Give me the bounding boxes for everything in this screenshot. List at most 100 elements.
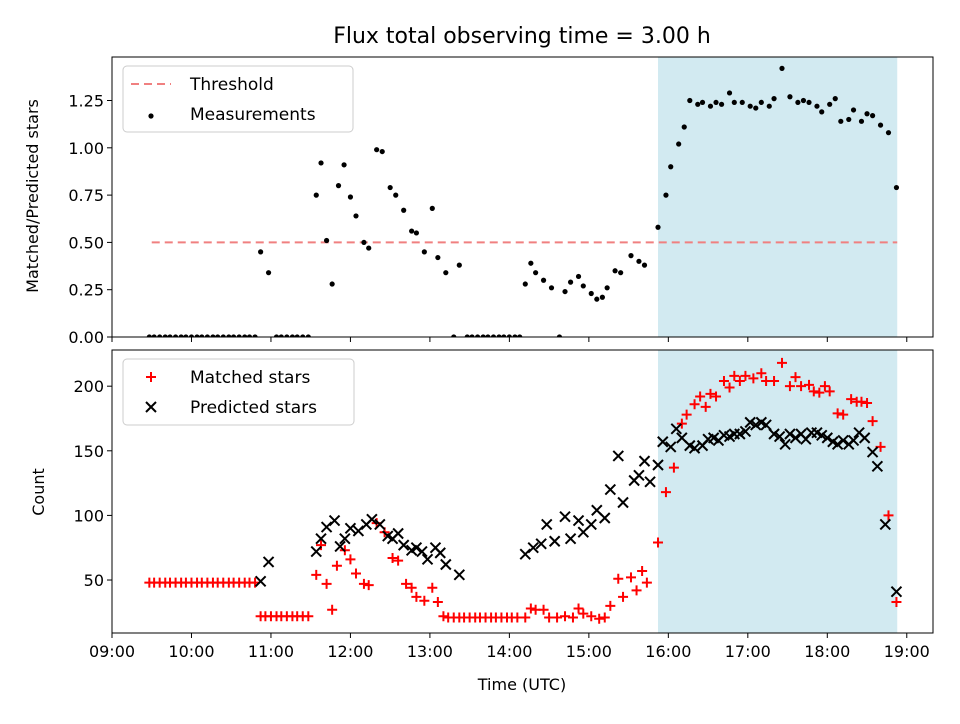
chart-title: Flux total observing time = 3.00 h: [333, 24, 711, 49]
point-matched-stars-81: [618, 591, 629, 602]
point-matched-stars-40: [363, 580, 374, 591]
legend-label-predicted-stars: Predicted stars: [190, 398, 317, 418]
point-measurements-104: [795, 99, 801, 106]
point-predicted-stars-81: [858, 432, 871, 444]
point-predicted-stars-38: [612, 450, 624, 462]
y-tick-label-1-3: 200: [73, 377, 104, 396]
point-measurements-89: [695, 101, 701, 107]
point-matched-stars-39: [358, 578, 369, 589]
point-measurements-9: [194, 334, 200, 337]
point-measurements-8: [188, 334, 195, 337]
point-measurements-90: [699, 99, 706, 106]
bottom-plot-area: 50 100 150 200 09:00 10:00 11:00 12:00 13:00 14:0…: [73, 349, 934, 661]
point-matched-stars-120: [867, 416, 878, 427]
point-matched-stars-76: [586, 611, 597, 622]
point-measurements-15: [226, 334, 232, 337]
point-matched-stars-118: [856, 396, 867, 407]
point-predicted-stars-27: [535, 538, 547, 550]
point-measurements-99: [758, 99, 764, 106]
point-measurements-40: [374, 147, 380, 153]
point-predicted-stars-0: [254, 575, 267, 588]
point-matched-stars-50: [432, 596, 443, 607]
point-measurements-49: [435, 254, 441, 261]
point-measurements-77: [604, 285, 610, 291]
point-measurements-12: [210, 334, 216, 337]
point-matched-stars-93: [700, 401, 711, 412]
point-measurements-60: [501, 334, 507, 337]
point-measurements-30: [313, 192, 319, 198]
point-predicted-stars-24: [453, 569, 466, 581]
point-predicted-stars-11: [366, 513, 378, 525]
point-matched-stars-34: [327, 604, 338, 615]
point-measurements-74: [588, 290, 594, 297]
point-predicted-stars-50: [688, 442, 701, 454]
point-measurements-87: [681, 124, 687, 130]
point-measurements-86: [676, 141, 682, 147]
point-predicted-stars-30: [559, 510, 571, 523]
point-measurements-78: [612, 268, 618, 274]
point-predicted-stars-59: [739, 425, 752, 438]
point-measurements-116: [869, 113, 876, 119]
point-measurements-18: [242, 334, 248, 337]
point-matched-stars-109: [804, 379, 815, 390]
point-predicted-stars-85: [890, 585, 903, 598]
point-measurements-84: [663, 192, 669, 198]
point-measurements-119: [893, 184, 900, 191]
point-measurements-1: [151, 334, 157, 337]
point-matched-stars-72: [560, 611, 571, 622]
point-measurements-113: [850, 107, 857, 113]
point-measurements-118: [885, 130, 892, 136]
point-predicted-stars-34: [585, 518, 597, 531]
y-tick-label-1-1: 100: [73, 506, 104, 525]
point-measurements-94: [726, 90, 733, 96]
point-measurements-72: [575, 273, 582, 280]
point-predicted-stars-19: [416, 545, 428, 558]
point-measurements-81: [636, 258, 642, 264]
x-tick-label-4: 13:00: [407, 642, 453, 661]
point-matched-stars-115: [838, 409, 849, 420]
point-predicted-stars-6: [334, 540, 346, 553]
bottom-y-axis-label: Count: [29, 468, 48, 516]
point-predicted-stars-16: [397, 539, 410, 551]
point-measurements-22: [265, 270, 272, 276]
point-matched-stars-116: [846, 394, 857, 405]
legend-marker-predicted-stars: [145, 401, 157, 413]
x-tick-label-1: 10:00: [168, 642, 214, 661]
y-tick-label-0-5: 1.25: [68, 92, 104, 111]
point-predicted-stars-84: [879, 518, 892, 531]
point-measurements-93: [718, 101, 725, 107]
point-matched-stars-75: [578, 608, 589, 619]
point-matched-stars-79: [605, 600, 616, 611]
legend-label-threshold: Threshold: [189, 75, 274, 95]
point-predicted-stars-8: [344, 522, 357, 535]
point-measurements-117: [877, 122, 884, 128]
data-layer-0: [146, 65, 900, 337]
point-predicted-stars-36: [599, 512, 611, 524]
point-predicted-stars-9: [352, 525, 365, 537]
x-tick-label-5: 14:00: [486, 642, 532, 661]
point-measurements-0: [146, 334, 152, 337]
point-measurements-62: [512, 334, 518, 337]
point-measurements-10: [199, 334, 205, 337]
point-matched-stars-82: [625, 572, 636, 583]
point-matched-stars-74: [573, 603, 584, 614]
point-measurements-26: [289, 334, 296, 337]
point-matched-stars-71: [552, 612, 563, 623]
point-measurements-71: [567, 279, 574, 285]
point-measurements-110: [832, 96, 838, 102]
point-predicted-stars-58: [734, 428, 746, 440]
point-matched-stars-123: [891, 596, 902, 607]
point-matched-stars-90: [681, 409, 692, 420]
point-measurements-114: [858, 118, 865, 124]
point-predicted-stars-31: [564, 532, 577, 545]
point-measurements-107: [814, 103, 820, 109]
point-predicted-stars-23: [440, 558, 452, 571]
point-predicted-stars-7: [339, 532, 351, 545]
point-matched-stars-97: [724, 382, 735, 393]
point-matched-stars-33: [321, 578, 332, 589]
point-matched-stars-51: [438, 611, 449, 622]
point-matched-stars-80: [613, 573, 624, 584]
point-measurements-28: [300, 334, 306, 337]
point-matched-stars-107: [790, 372, 801, 383]
point-measurements-39: [366, 245, 372, 251]
